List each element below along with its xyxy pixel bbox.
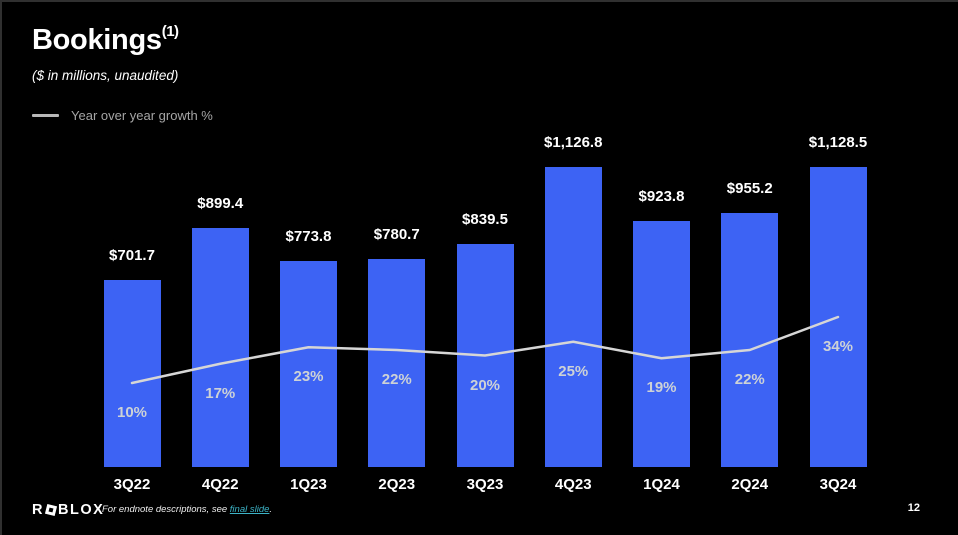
logo-text-right: BLOX [57, 502, 105, 518]
x-axis-label-2Q24: 2Q24 [731, 476, 769, 493]
roblox-logo: R BLOX [32, 502, 104, 518]
growth-label-4Q22: 17% [205, 384, 236, 402]
final-slide-link[interactable]: final slide [229, 504, 270, 515]
bar-value-label-2Q24: $955.2 [726, 180, 773, 198]
title-text: Bookings [32, 24, 162, 56]
bar-value-label-4Q23: $1,126.8 [544, 134, 603, 152]
x-axis-label-4Q23: 4Q23 [554, 476, 592, 493]
x-axis-label-4Q22: 4Q22 [201, 476, 239, 493]
bar-1Q24 [633, 221, 690, 467]
logo-text-left: R [32, 502, 44, 518]
x-axis-label-2Q23: 2Q23 [378, 476, 416, 493]
x-axis-label-3Q23: 3Q23 [466, 476, 504, 493]
growth-label-2Q24: 22% [734, 371, 765, 388]
endnote-text: For endnote descriptions, see final slid… [102, 504, 273, 515]
x-axis-label-3Q24: 3Q24 [819, 476, 857, 493]
bar-value-label-4Q22: $899.4 [197, 194, 244, 212]
bar-4Q23 [544, 167, 602, 467]
bar-3Q23 [456, 243, 514, 467]
bar-value-label-3Q22: $701.7 [109, 247, 155, 265]
bar-3Q22 [103, 280, 161, 467]
legend: Year over year growth % [32, 108, 213, 123]
page-number: 12 [907, 502, 920, 514]
growth-label-3Q24: 34% [822, 338, 854, 355]
bar-value-label-3Q23: $839.5 [462, 210, 508, 228]
bar-3Q24 [809, 167, 867, 467]
bar-1Q23 [280, 261, 337, 467]
bar-4Q22 [191, 227, 249, 467]
growth-line-legend-icon [32, 114, 59, 117]
x-axis-label-1Q23: 1Q23 [290, 476, 327, 493]
bar-value-label-3Q24: $1,128.5 [808, 134, 868, 151]
growth-label-4Q23: 25% [558, 362, 589, 380]
title-footnote-marker: (1) [161, 23, 179, 41]
bar-value-label-1Q24: $923.8 [638, 188, 685, 206]
tilted-square-icon [44, 503, 58, 517]
bar-2Q23 [368, 259, 426, 467]
bar-value-label-1Q23: $773.8 [285, 228, 332, 246]
x-axis-label-1Q24: 1Q24 [643, 476, 680, 493]
bar-value-label-2Q23: $780.7 [373, 226, 420, 244]
chart-subtitle: ($ in millions, unaudited) [32, 68, 179, 83]
legend-label: Year over year growth % [71, 108, 213, 123]
growth-label-3Q22: 10% [116, 404, 148, 421]
x-axis-label-3Q22: 3Q22 [113, 476, 151, 493]
page-title: Bookings(1) [32, 23, 179, 57]
